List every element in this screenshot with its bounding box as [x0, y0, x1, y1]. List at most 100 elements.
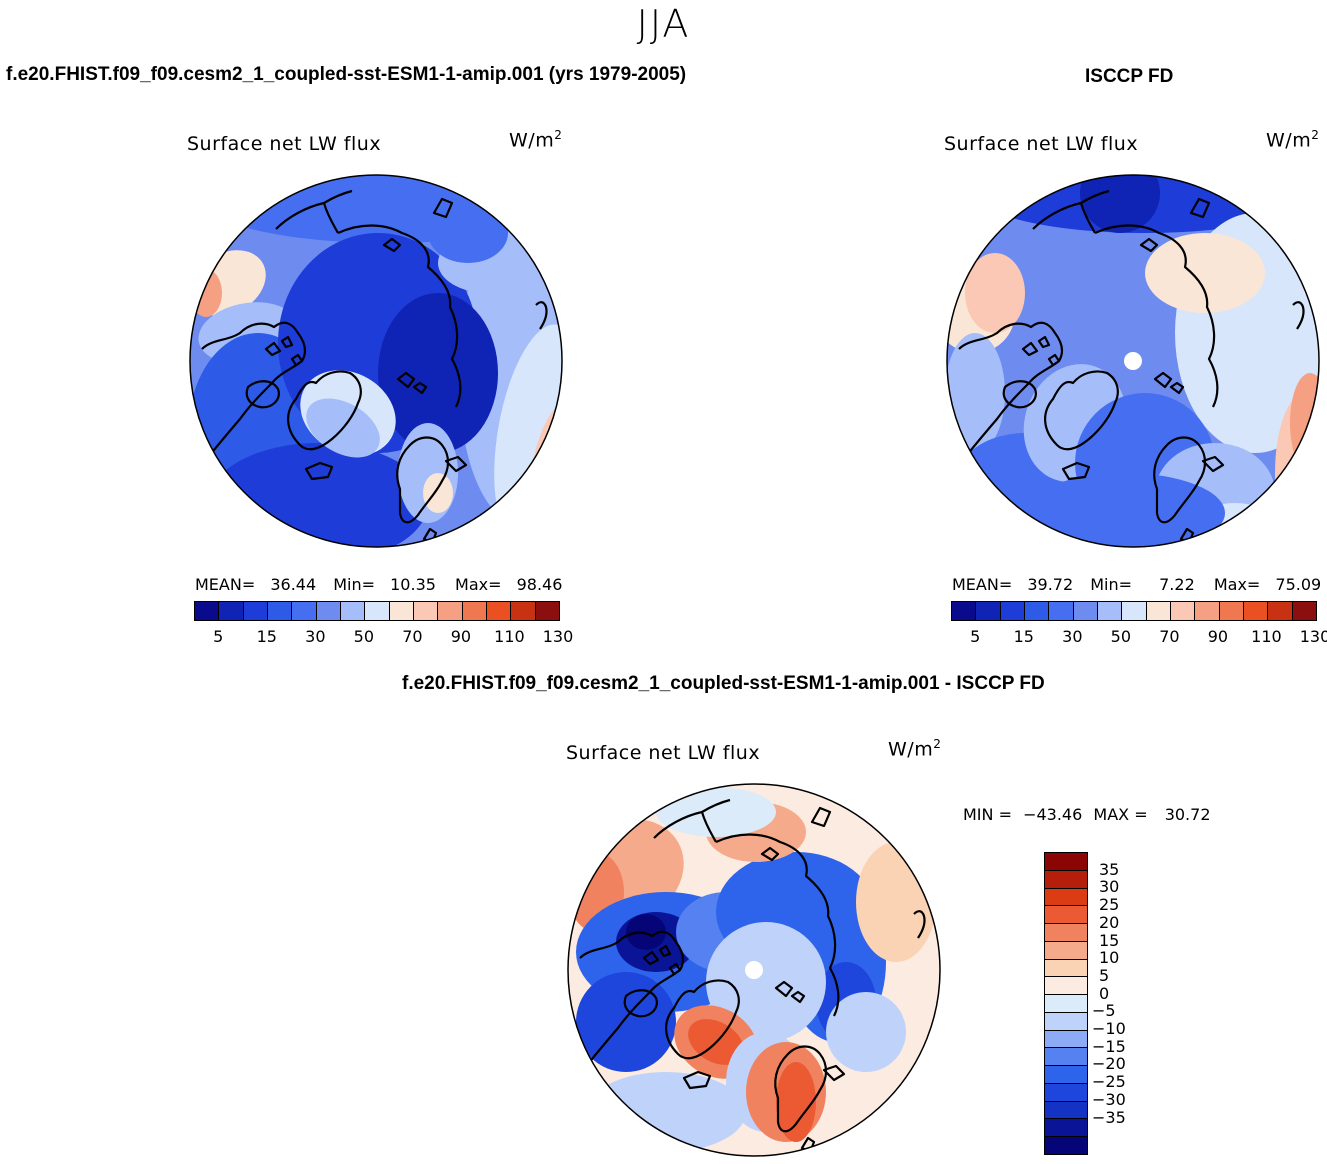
model-colorbar-tick-label: 5	[213, 627, 224, 646]
diff-colorbar-tick-label: 5	[1099, 965, 1110, 985]
model-colorbar-swatch	[486, 602, 512, 620]
model-colorbar-swatch	[292, 602, 317, 620]
obs-colorbar-swatch	[952, 602, 977, 620]
model-mean-value: 36.44	[270, 575, 317, 594]
obs-coast-svalbard	[1153, 371, 1185, 395]
diff-field-region	[586, 1072, 746, 1152]
model-min-label: Min=	[333, 575, 376, 594]
model-stats: MEAN= 36.44 Min= 10.35 Max= 98.46	[195, 575, 562, 594]
obs-colorbar-swatch	[1195, 602, 1220, 620]
diff-colorbar-tick-label: 35	[1099, 859, 1120, 879]
obs-colorbar-tick-label: 130	[1299, 627, 1327, 646]
diff-colorbar-swatch	[1045, 977, 1087, 996]
diff-units: W/m2	[888, 737, 942, 761]
diff-colorbar-tick-label: 30	[1099, 877, 1120, 897]
obs-units: W/m2	[1266, 128, 1320, 152]
obs-colorbar-tick-label: 90	[1207, 627, 1229, 646]
diff-coast-canada	[579, 930, 685, 1065]
obs-coast-siberia	[1094, 197, 1219, 408]
obs-mean-label: MEAN=	[952, 575, 1013, 594]
diff-colorbar-tick-label: −5	[1092, 1001, 1116, 1021]
obs-max-label: Max=	[1213, 575, 1261, 594]
diff-colorbar-swatch	[1045, 1048, 1087, 1067]
obs-mean-value: 39.72	[1027, 575, 1074, 594]
diff-field-region	[576, 972, 676, 1072]
obs-coast-scandinavia	[1153, 436, 1225, 524]
diff-coast-alaska	[653, 798, 731, 843]
model-max-label: Max=	[455, 575, 502, 594]
model-colorbar-swatch	[243, 602, 268, 620]
diff-colorbar-swatch	[1045, 1066, 1087, 1084]
obs-coastlines	[958, 189, 1305, 545]
model-coast-scandinavia	[396, 436, 468, 524]
obs-coast-hudson	[1002, 380, 1037, 409]
diff-field-region	[826, 992, 906, 1072]
diff-colorbar-tick-label: −15	[1092, 1036, 1126, 1056]
obs-map-border	[946, 174, 1320, 548]
obs-panel-title: Surface net LW flux	[944, 133, 1139, 155]
diff-colorbar-tick-label: −35	[1092, 1107, 1126, 1127]
obs-colorbar-swatch	[1000, 602, 1025, 620]
model-colorbar-tick-label: 50	[353, 627, 375, 646]
model-field-region	[428, 203, 508, 263]
model-colorbar-swatch	[413, 602, 439, 620]
obs-colorbar-swatch	[1268, 602, 1293, 620]
obs-colorbar-tick-label: 5	[970, 627, 981, 646]
obs-colorbar-swatch	[1170, 602, 1196, 620]
diff-min-label: MIN =	[963, 805, 1012, 824]
obs-colorbar-swatch	[1122, 602, 1147, 620]
model-field-region	[190, 269, 222, 317]
obs-coast-canada	[958, 321, 1064, 456]
diff-max-value: 30.72	[1164, 805, 1211, 824]
model-coast-greenland	[287, 370, 362, 451]
model-contour-field	[190, 175, 562, 547]
diff-colorbar-swatch	[1045, 1119, 1087, 1138]
diff-colorbar-swatch	[1045, 959, 1087, 978]
diff-min-value: −43.46	[1023, 805, 1083, 824]
obs-colorbar-swatch	[976, 602, 1001, 620]
obs-coast-alaska	[1032, 189, 1110, 234]
obs-field-region	[1245, 513, 1319, 547]
obs-colorbar-swatch	[1073, 602, 1098, 620]
diff-coast-siberia	[715, 806, 840, 1017]
diff-colorbar-swatch	[1045, 1101, 1087, 1120]
diff-colorbar-tick-label: −25	[1092, 1072, 1126, 1092]
model-colorbar-swatch	[195, 602, 220, 620]
obs-polar-map	[946, 174, 1320, 548]
diff-colorbar-tick-label: −10	[1092, 1019, 1126, 1039]
obs-pole-marker	[1124, 352, 1142, 370]
diff-colorbar-tick-label: 25	[1099, 895, 1120, 915]
model-coast-svalbard	[396, 371, 428, 395]
diff-colorbar-tick-label: 15	[1099, 930, 1120, 950]
diff-field-region	[776, 1062, 816, 1142]
model-colorbar-tick-label: 70	[402, 627, 423, 646]
model-colorbar-swatch	[438, 602, 463, 620]
diff-colorbar-swatch	[1045, 1030, 1087, 1049]
diff-colorbar-swatch	[1045, 870, 1087, 889]
diff-colorbar	[1044, 852, 1088, 1155]
model-colorbar-tick-label: 130	[542, 627, 574, 646]
obs-colorbar-swatch	[1146, 602, 1171, 620]
model-colorbar-swatch	[340, 602, 366, 620]
diff-field-region	[656, 787, 776, 837]
model-colorbar-swatch	[535, 602, 559, 620]
obs-field-region	[1080, 175, 1160, 233]
model-run-title: f.e20.FHIST.f09_f09.cesm2_1_coupled-sst-…	[6, 64, 687, 85]
obs-colorbar-tick-label: 30	[1062, 627, 1083, 646]
model-coast-iceland	[304, 461, 334, 481]
diff-colorbar-tick-label: 0	[1099, 983, 1110, 1003]
obs-coast-greenland	[1044, 370, 1119, 451]
obs-field-region	[947, 333, 1005, 453]
model-polar-map	[189, 174, 563, 548]
obs-colorbar	[951, 601, 1317, 621]
obs-colorbar-tick-label: 110	[1251, 627, 1282, 646]
obs-min-value: 7.22	[1159, 575, 1195, 594]
diff-coast-hudson	[623, 989, 658, 1018]
model-max-value: 98.46	[516, 575, 563, 594]
model-colorbar	[194, 601, 560, 621]
model-colorbar-tick-label: 110	[494, 627, 525, 646]
model-colorbar-swatch	[316, 602, 341, 620]
diff-stats: MIN = −43.46 MAX = 30.72	[963, 805, 1211, 824]
model-coast-alaska	[275, 189, 353, 234]
diff-max-label: MAX =	[1093, 805, 1148, 824]
